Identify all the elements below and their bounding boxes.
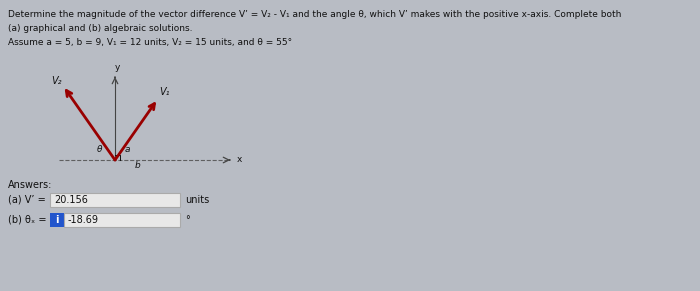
Text: a: a: [125, 145, 130, 154]
Text: (a) graphical and (b) algebraic solutions.: (a) graphical and (b) algebraic solution…: [8, 24, 192, 33]
Text: -18.69: -18.69: [68, 215, 99, 225]
Text: y: y: [114, 63, 120, 72]
FancyBboxPatch shape: [50, 213, 64, 227]
Text: V₁: V₁: [160, 87, 170, 97]
Text: V₂: V₂: [51, 76, 62, 86]
Text: (a) V’ =: (a) V’ =: [8, 195, 46, 205]
Text: θ: θ: [97, 145, 102, 154]
Text: (b) θₓ =: (b) θₓ =: [8, 215, 46, 225]
Text: x: x: [237, 155, 242, 164]
Text: Answers:: Answers:: [8, 180, 52, 190]
Text: °: °: [185, 215, 190, 225]
Text: Assume a = 5, b = 9, V₁ = 12 units, V₂ = 15 units, and θ = 55°: Assume a = 5, b = 9, V₁ = 12 units, V₂ =…: [8, 38, 292, 47]
Text: 20.156: 20.156: [54, 195, 88, 205]
Text: units: units: [185, 195, 209, 205]
Text: Determine the magnitude of the vector difference V’ = V₂ - V₁ and the angle θ, w: Determine the magnitude of the vector di…: [8, 10, 622, 19]
FancyBboxPatch shape: [50, 193, 180, 207]
Text: b: b: [135, 161, 141, 170]
FancyBboxPatch shape: [64, 213, 180, 227]
Text: i: i: [55, 215, 59, 225]
